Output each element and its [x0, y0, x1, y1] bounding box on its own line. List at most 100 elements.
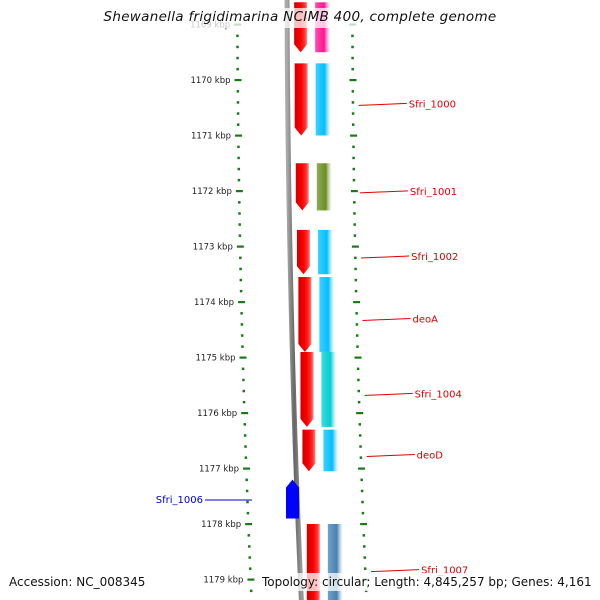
gene-strand-arrow[interactable]: [294, 63, 308, 136]
scale-tick-minor: [239, 267, 242, 271]
scale-tick-label: 1174 kbp: [194, 298, 234, 308]
outer-tick-minor: [356, 345, 359, 348]
outer-tick-major: [360, 523, 368, 526]
scale-tick-major: [235, 134, 243, 137]
outer-tick-minor: [351, 45, 354, 49]
scale-tick-minor: [236, 90, 240, 93]
gene-strand-arrow[interactable]: [295, 163, 309, 211]
accession-label: Accession: NC_008345: [9, 575, 146, 589]
gene-cog-bar[interactable]: [321, 351, 337, 427]
scale-tick-major: [234, 79, 242, 82]
outer-tick-minor: [351, 123, 355, 126]
gene-label-leader: [371, 569, 420, 573]
outer-tick-minor: [363, 567, 367, 570]
gene-strand-arrow-reverse[interactable]: [286, 479, 299, 519]
outer-tick-minor: [352, 145, 355, 149]
outer-tick-minor: [353, 201, 356, 204]
scale-tick-minor: [242, 400, 246, 404]
outer-tick-minor: [351, 112, 355, 115]
outer-tick-major: [354, 356, 362, 359]
scale-tick-minor: [238, 223, 241, 226]
gene-label[interactable]: Sfri_1007: [421, 566, 468, 577]
scale-tick-minor: [239, 256, 242, 260]
outer-tick-minor: [355, 323, 359, 326]
gene-label[interactable]: Sfri_1001: [410, 187, 457, 198]
gene-label[interactable]: Sfri_1002: [411, 252, 458, 263]
gene-strand-arrow[interactable]: [298, 277, 312, 352]
outer-tick-minor: [352, 156, 355, 160]
scale-tick-minor: [236, 101, 240, 104]
outer-tick-minor: [351, 34, 354, 38]
scale-tick-label: 1170 kbp: [190, 76, 230, 86]
gene-cog-bar[interactable]: [323, 429, 339, 472]
scale-tick-minor: [245, 478, 248, 482]
genome-summary: Topology: circular; Length: 4,845,257 bp…: [262, 575, 592, 589]
gene-label[interactable]: Sfri_1006: [156, 495, 203, 506]
scale-tick-minor: [243, 434, 247, 437]
outer-tick-minor: [351, 56, 354, 60]
gene-strand-arrow[interactable]: [296, 229, 310, 275]
gene-strand-arrow[interactable]: [302, 429, 316, 472]
scale-tick-major: [238, 301, 246, 304]
scale-tick-major: [235, 190, 243, 193]
outer-tick-minor: [353, 212, 356, 215]
gene-label[interactable]: deoD: [417, 450, 444, 461]
outer-tick-minor: [354, 289, 358, 293]
scale-tick-minor: [244, 456, 248, 459]
gene-cog-bar[interactable]: [316, 163, 332, 211]
scale-tick-minor: [247, 534, 251, 537]
gene-label-leader: [358, 102, 407, 106]
gene-cog-bar[interactable]: [317, 229, 333, 275]
scale-tick-minor: [236, 112, 240, 115]
scale-tick-minor: [242, 389, 245, 393]
outer-tick-minor: [352, 178, 356, 182]
scale-tick-major: [239, 356, 247, 359]
scale-tick-major: [245, 523, 253, 526]
scale-tick-minor: [244, 445, 247, 448]
scale-tick-label: 1171 kbp: [191, 132, 231, 142]
gene-features: [286, 2, 343, 600]
scale-tick-minor: [239, 289, 243, 293]
outer-tick-minor: [363, 545, 366, 548]
outer-tick-minor: [358, 423, 362, 426]
scale-tick-minor: [243, 423, 247, 426]
footer-background: [258, 573, 598, 591]
outer-tick-minor: [359, 456, 363, 459]
scale-tick-minor: [248, 545, 251, 548]
scale-tick-minor: [238, 212, 241, 215]
scale-tick-minor: [237, 167, 241, 171]
scale-tick-minor: [236, 45, 239, 49]
gene-label[interactable]: Sfri_1004: [415, 389, 462, 400]
gene-labels: Sfri_1000 Sfri_1001 Sfri_1002 deoA Sfri_1004…: [156, 99, 469, 576]
scale-tick-minor: [241, 367, 245, 371]
outer-tick-minor: [352, 167, 356, 171]
outer-tick-minor: [359, 445, 362, 448]
outer-tick-major: [351, 245, 359, 248]
map-title: Shewanella frigidimarina NCIMB 400, comp…: [103, 9, 497, 25]
gene-label-leader: [361, 255, 410, 259]
outer-tick-minor: [354, 278, 358, 282]
scale-tick-label: 1177 kbp: [199, 465, 239, 475]
scale-tick-minor: [240, 323, 244, 326]
scale-tick-label: 1175 kbp: [195, 354, 235, 364]
scale-tick-label: 1178 kbp: [201, 520, 241, 530]
gene-strand-arrow[interactable]: [300, 351, 314, 427]
scale-tick-minor: [248, 567, 252, 570]
gene-label[interactable]: deoA: [413, 314, 439, 325]
scale-tick-major: [247, 578, 255, 581]
gene-label-leader: [359, 190, 408, 194]
gene-cog-bar[interactable]: [315, 63, 331, 136]
outer-tick-major: [349, 79, 357, 82]
scale-tick-minor: [245, 489, 249, 493]
gene-cog-bar[interactable]: [319, 277, 335, 352]
gene-label[interactable]: Sfri_1000: [409, 99, 456, 110]
scale-tick-minor: [248, 556, 251, 559]
outer-tick-major: [350, 134, 358, 137]
outer-tick-major: [350, 190, 358, 193]
outer-tick-minor: [354, 267, 357, 271]
outer-tick-minor: [351, 90, 355, 93]
scale-tick-minor: [236, 123, 240, 126]
outer-tick-minor: [360, 489, 364, 493]
